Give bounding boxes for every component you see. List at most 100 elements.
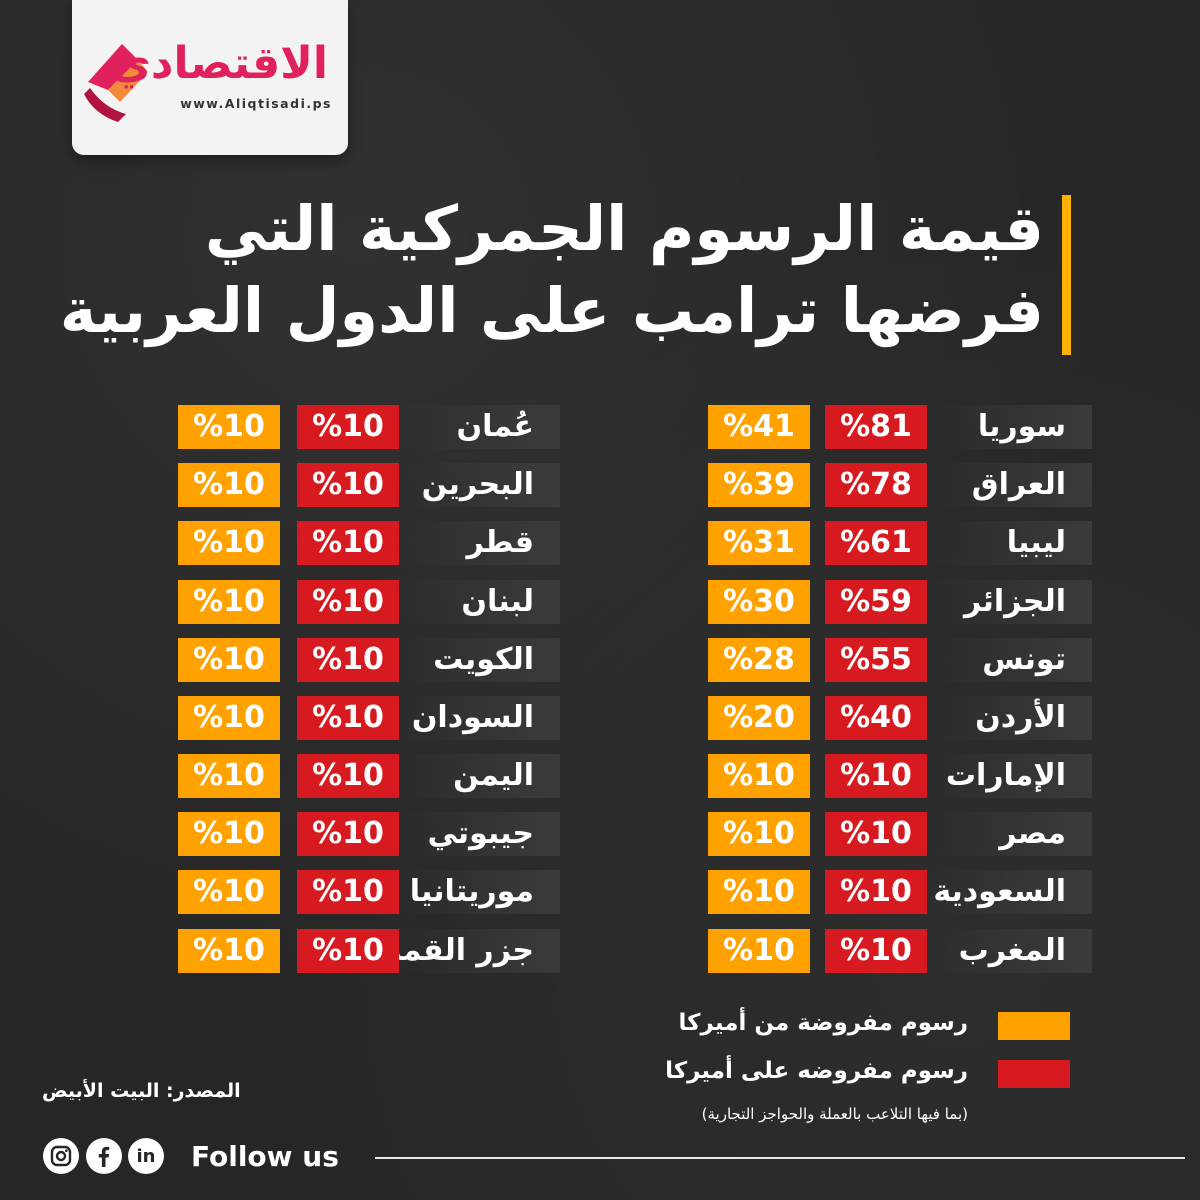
tariff-us-imposed-badge: %28 [708,638,810,682]
country-name: ليبيا [1006,525,1066,560]
instagram-glyph-icon [50,1145,72,1167]
country-name: سوريا [977,409,1066,444]
tariff-us-imposed-badge: %10 [178,812,280,856]
country-name-cell: البحرين [398,463,560,507]
footer-divider [375,1157,1185,1159]
follow-us-label: Follow us [191,1140,339,1173]
country-name-cell: العراق [930,463,1092,507]
country-name: السودان [411,700,534,735]
tariff-us-imposed-badge: %10 [708,870,810,914]
page-title-line-2: فرضها ترامب على الدول العربية [59,274,1044,347]
country-name: العراق [971,467,1066,502]
tariff-us-imposed-badge: %10 [708,812,810,856]
legend-swatch-on-us [998,1060,1070,1088]
brand-mark-icon [84,44,148,122]
tariff-on-us-badge: %10 [297,638,399,682]
tariff-us-imposed-badge: %31 [708,521,810,565]
page-title-line-1: قيمة الرسوم الجمركية التي [204,192,1044,265]
facebook-glyph-icon [98,1146,110,1167]
source-label: المصدر: البيت الأبيض [42,1080,241,1102]
country-name: المغرب [958,933,1066,968]
tariff-us-imposed-badge: %10 [178,870,280,914]
tariff-on-us-badge: %10 [297,812,399,856]
country-name: لبنان [461,584,534,619]
logo-card: الاقتصادي www.Aliqtisadi.ps [72,0,348,155]
facebook-icon[interactable] [86,1138,122,1174]
tariff-us-imposed-badge: %10 [178,580,280,624]
tariff-us-imposed-badge: %10 [178,754,280,798]
country-name-cell: جيبوتي [398,812,560,856]
country-name: البحرين [421,467,534,502]
tariff-on-us-badge: %59 [825,580,927,624]
tariff-on-us-badge: %61 [825,521,927,565]
tariff-on-us-badge: %55 [825,638,927,682]
country-name: جزر القمر [384,933,534,968]
tariff-us-imposed-badge: %10 [708,929,810,973]
country-name-cell: لبنان [398,580,560,624]
country-name: الأردن [975,700,1066,735]
brand-url: www.Aliqtisadi.ps [180,96,332,111]
brand-name: الاقتصادي [110,38,328,89]
tariff-on-us-badge: %10 [297,929,399,973]
country-name-cell: الإمارات [930,754,1092,798]
country-name: تونس [982,642,1066,677]
country-name: الإمارات [945,758,1066,793]
tariff-on-us-badge: %10 [825,754,927,798]
title-accent-bar [1062,195,1071,355]
tariff-on-us-badge: %10 [825,929,927,973]
country-name: السعودية [933,874,1066,909]
country-name: مصر [999,816,1066,851]
linkedin-icon[interactable]: in [128,1138,164,1174]
country-name: جيبوتي [427,816,534,851]
country-name-cell: اليمن [398,754,560,798]
country-name: موريتانيا [409,874,534,909]
country-name: اليمن [453,758,534,793]
tariff-on-us-badge: %10 [297,463,399,507]
tariff-us-imposed-badge: %20 [708,696,810,740]
country-name-cell: الجزائر [930,580,1092,624]
tariff-us-imposed-badge: %10 [178,521,280,565]
tariff-us-imposed-badge: %39 [708,463,810,507]
tariff-us-imposed-badge: %10 [178,405,280,449]
country-name-cell: المغرب [930,929,1092,973]
country-name-cell: تونس [930,638,1092,682]
country-name-cell: سوريا [930,405,1092,449]
legend-swatch-us-imposed [998,1012,1070,1040]
legend-label-us-imposed: رسوم مفروضة من أميركا [678,1010,969,1036]
country-name: قطر [466,525,534,560]
country-name-cell: الكويت [398,638,560,682]
tariff-us-imposed-badge: %10 [708,754,810,798]
tariff-us-imposed-badge: %41 [708,405,810,449]
tariff-on-us-badge: %10 [297,696,399,740]
tariff-us-imposed-badge: %30 [708,580,810,624]
country-name-cell: السودان [398,696,560,740]
tariff-on-us-badge: %10 [825,812,927,856]
country-name-cell: عُمان [398,405,560,449]
tariff-on-us-badge: %40 [825,696,927,740]
instagram-icon[interactable] [43,1138,79,1174]
tariff-on-us-badge: %10 [297,521,399,565]
tariff-on-us-badge: %10 [825,870,927,914]
tariff-on-us-badge: %10 [297,580,399,624]
country-name-cell: قطر [398,521,560,565]
tariff-on-us-badge: %10 [297,870,399,914]
tariff-us-imposed-badge: %10 [178,696,280,740]
tariff-on-us-badge: %78 [825,463,927,507]
country-name-cell: الأردن [930,696,1092,740]
tariff-on-us-badge: %10 [297,405,399,449]
tariff-on-us-badge: %10 [297,754,399,798]
legend-note: (بما فيها التلاعب بالعملة والحواجز التجا… [701,1105,968,1123]
country-name: الجزائر [963,584,1066,619]
country-name-cell: السعودية [930,870,1092,914]
country-name: عُمان [456,409,534,444]
tariff-us-imposed-badge: %10 [178,463,280,507]
country-name-cell: موريتانيا [398,870,560,914]
country-name: الكويت [433,642,534,677]
country-name-cell: جزر القمر [384,929,560,973]
tariff-on-us-badge: %81 [825,405,927,449]
country-name-cell: ليبيا [930,521,1092,565]
country-name-cell: مصر [930,812,1092,856]
tariff-us-imposed-badge: %10 [178,638,280,682]
legend-label-on-us: رسوم مفروضه على أميركا [665,1058,968,1084]
tariff-us-imposed-badge: %10 [178,929,280,973]
